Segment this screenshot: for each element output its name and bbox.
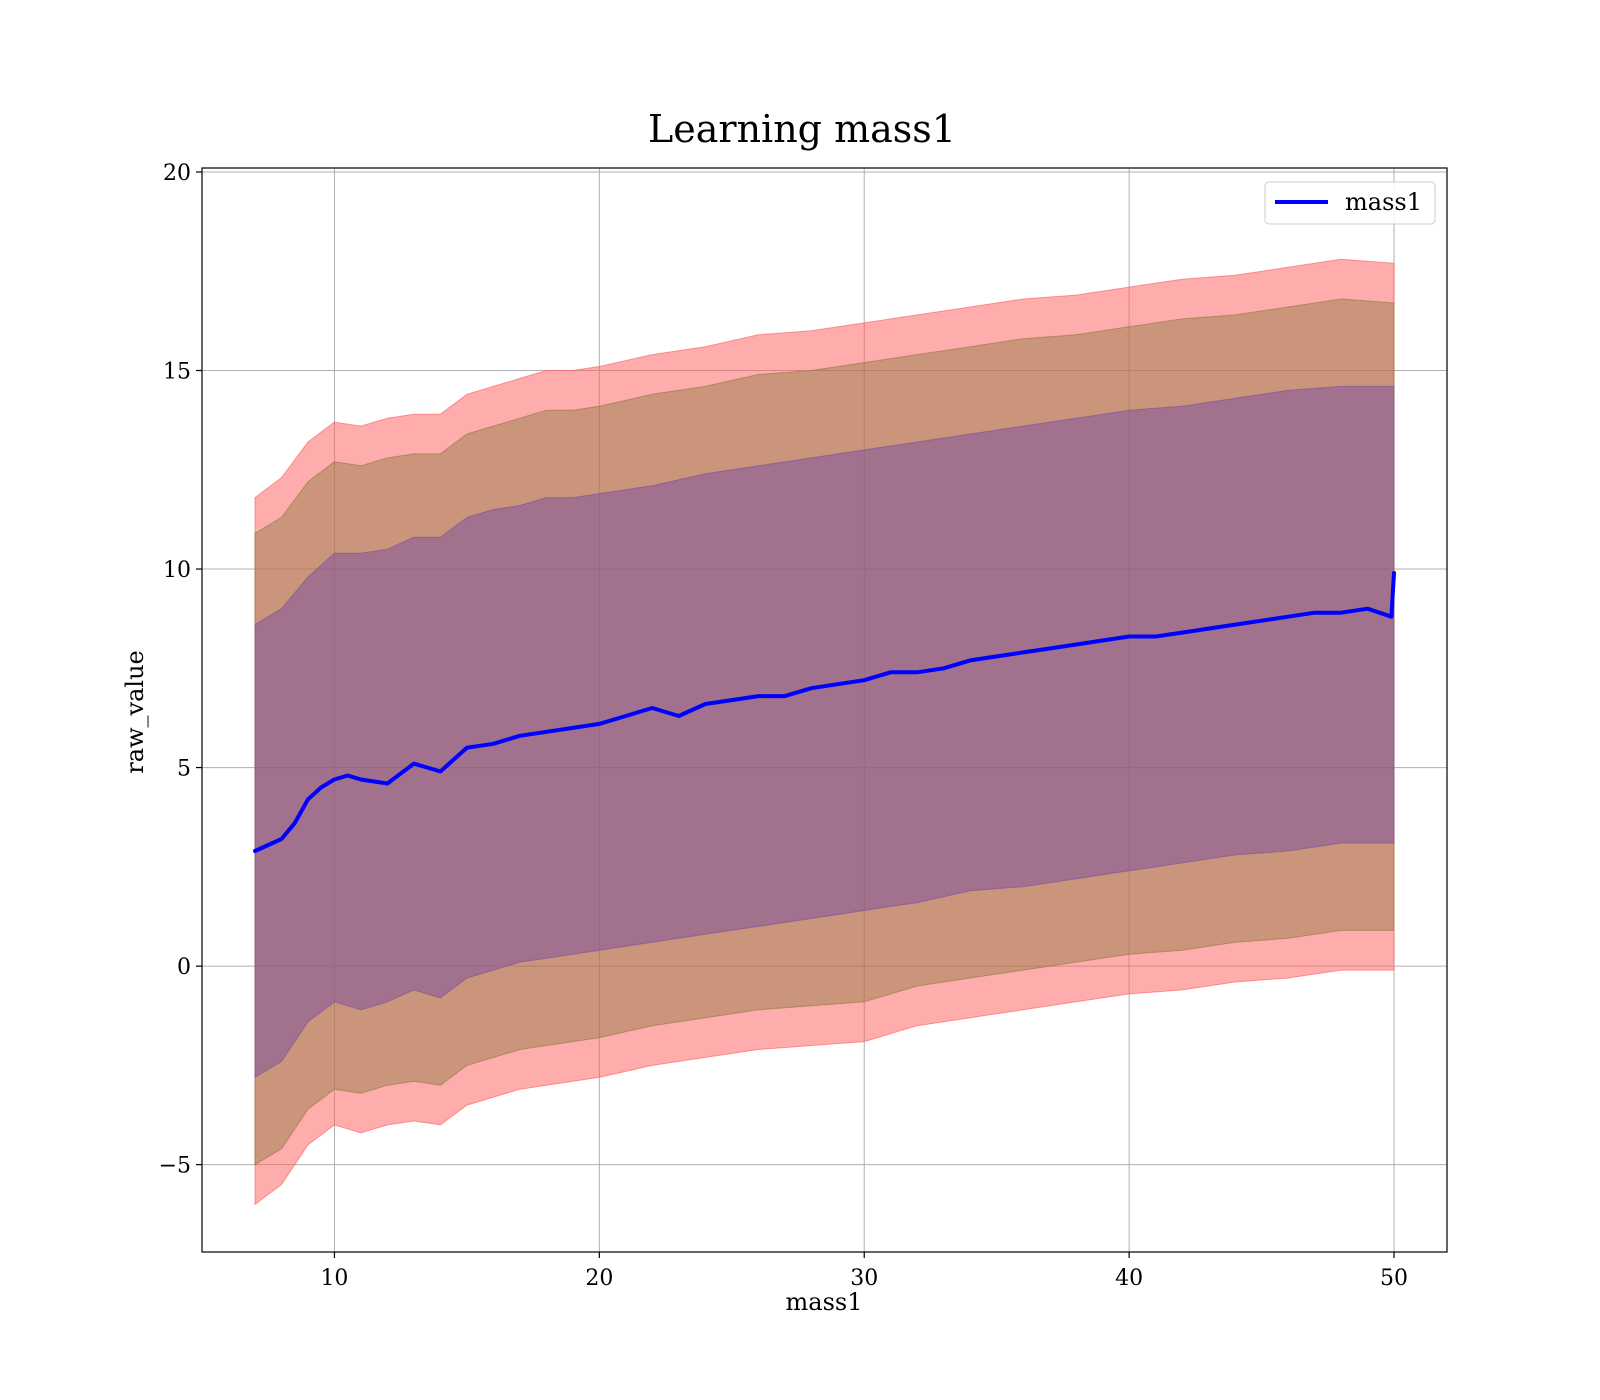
x-tick-label: 50: [1380, 1266, 1408, 1291]
series-line-mass1: [253, 571, 1396, 853]
x-axis-ticks: 10 20 30 40 50: [320, 1252, 1408, 1291]
plot-frame: [201, 167, 1448, 1253]
y-tick-label: 20: [163, 161, 191, 186]
y-tick-label: 15: [163, 360, 191, 385]
x-axis-label: mass1: [786, 1288, 863, 1316]
band-inner: [254, 385, 1395, 1079]
legend: mass1: [1264, 181, 1436, 225]
chart-title: Learning mass1: [648, 107, 956, 151]
y-tick-label: −5: [159, 1154, 191, 1179]
y-tick-label: 5: [177, 757, 191, 782]
y-tick-label: 10: [163, 558, 191, 583]
legend-label-mass1: mass1: [1345, 188, 1422, 216]
y-axis-ticks: −5 0 5 10 15 20: [159, 161, 202, 1179]
x-tick-label: 10: [320, 1266, 348, 1291]
series-lines: [253, 571, 1396, 853]
confidence-bands: [254, 258, 1395, 1206]
y-tick-label: 0: [177, 955, 191, 980]
x-tick-label: 30: [850, 1266, 878, 1291]
x-tick-label: 20: [585, 1266, 613, 1291]
legend-box: [1264, 181, 1436, 225]
y-axis-label: raw_value: [121, 650, 149, 774]
x-tick-label: 40: [1115, 1266, 1143, 1291]
